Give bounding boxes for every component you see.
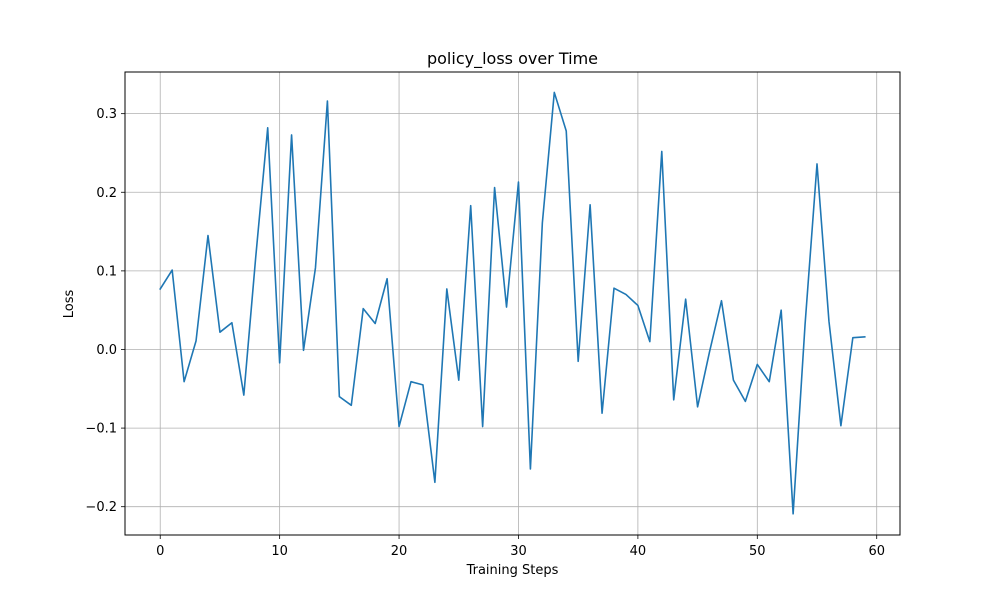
x-tick-label: 40 [630,544,647,559]
y-tick-label: 0.2 [96,186,117,201]
x-tick-label: 50 [749,544,766,559]
axes [124,71,901,536]
x-tick-label: 30 [510,544,527,559]
x-tick-label: 10 [271,544,288,559]
chart-title: policy_loss over Time [427,49,598,69]
y-axis-title: Loss [62,290,77,319]
y-tick-label: −0.1 [85,422,117,437]
y-tick-label: −0.2 [85,500,117,515]
x-tick-label: 60 [868,544,885,559]
plot-frame [124,71,901,536]
y-tick-label: 0.0 [96,343,117,358]
x-axis-title: Training Steps [466,563,559,578]
ticks: 0 10 20 30 40 50 60 −0.2 −0.1 0.0 0.1 0.2 0.3 [85,107,885,559]
x-tick-label: 0 [156,544,164,559]
series-line [159,91,866,515]
x-tick-label: 20 [391,544,408,559]
y-tick-label: 0.1 [96,264,117,279]
y-tick-label: 0.3 [96,107,117,122]
series-layer [159,91,866,515]
